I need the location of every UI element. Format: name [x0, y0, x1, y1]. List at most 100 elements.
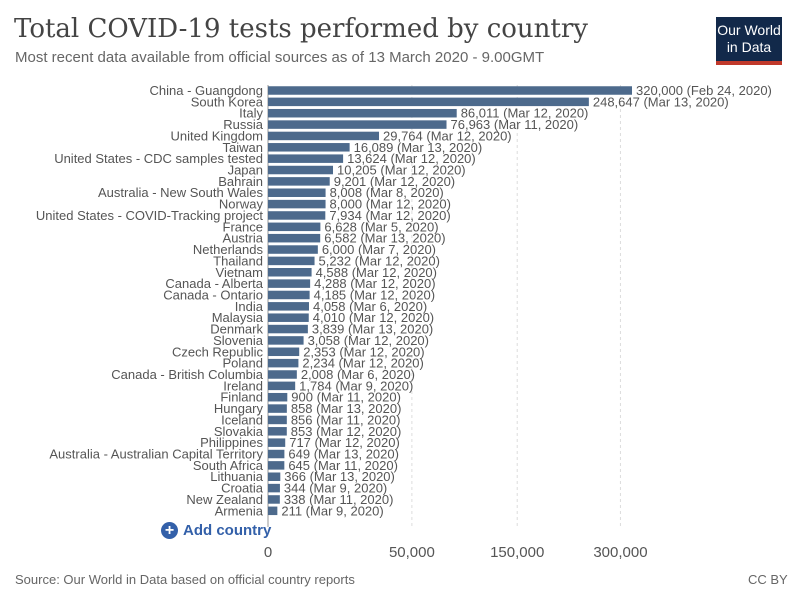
value-label: 211 (Mar 9, 2020) — [281, 503, 383, 518]
category-label: South Africa — [193, 458, 264, 473]
category-label: Philippines — [200, 435, 263, 450]
license-link[interactable]: CC BY — [748, 572, 788, 587]
bar — [268, 290, 310, 300]
bar — [268, 336, 304, 345]
category-label: Russia — [223, 117, 264, 132]
value-label: 248,647 (Mar 13, 2020) — [593, 94, 729, 109]
category-label: Australia - Australian Capital Territory — [49, 447, 263, 462]
bar — [268, 449, 285, 459]
value-label: 86,011 (Mar 12, 2020) — [461, 106, 589, 121]
bar — [268, 506, 278, 516]
bar — [268, 427, 287, 436]
bar — [268, 143, 350, 152]
value-label: 320,000 (Feb 24, 2020) — [636, 83, 772, 98]
category-label: Croatia — [221, 481, 264, 496]
value-label: 4,185 (Mar 12, 2020) — [314, 287, 435, 302]
value-label: 2,008 (Mar 6, 2020) — [301, 367, 415, 382]
value-label: 858 (Mar 13, 2020) — [291, 401, 402, 416]
value-label: 7,934 (Mar 12, 2020) — [329, 208, 450, 223]
bar — [268, 86, 632, 95]
bar — [268, 222, 321, 232]
category-label: Canada - Alberta — [165, 276, 263, 291]
category-label: United Kingdom — [171, 128, 264, 143]
category-label: Norway — [219, 197, 264, 212]
category-label: Bahrain — [218, 174, 263, 189]
bar — [268, 211, 326, 220]
category-label: Iceland — [221, 412, 263, 427]
bar — [268, 404, 287, 413]
owid-logo[interactable]: Our World in Data — [716, 17, 782, 65]
value-label: 9,201 (Mar 12, 2020) — [334, 174, 455, 189]
chart-title: Total COVID-19 tests performed by countr… — [14, 14, 588, 44]
value-label: 8,000 (Mar 12, 2020) — [330, 197, 451, 212]
bar — [268, 120, 447, 129]
bar — [268, 302, 309, 311]
category-label: Slovakia — [214, 424, 264, 439]
bar — [268, 415, 287, 425]
value-label: 5,232 (Mar 12, 2020) — [319, 253, 440, 268]
category-label: France — [223, 219, 263, 234]
value-label: 4,058 (Mar 6, 2020) — [313, 299, 427, 314]
bar — [268, 188, 326, 197]
category-label: Canada - Ontario — [163, 287, 263, 302]
chart-subtitle: Most recent data available from official… — [15, 49, 545, 66]
value-label: 6,628 (Mar 5, 2020) — [324, 219, 438, 234]
x-tick-label: 150,000 — [490, 544, 544, 561]
bar — [268, 233, 321, 243]
category-label: Malaysia — [212, 310, 264, 325]
value-label: 13,624 (Mar 12, 2020) — [347, 151, 476, 166]
add-country-button[interactable]: + Add country — [161, 522, 271, 539]
bar — [268, 370, 297, 379]
category-label: Lithuania — [210, 469, 264, 484]
value-label: 3,058 (Mar 12, 2020) — [308, 333, 429, 348]
bar — [268, 154, 344, 163]
bar — [268, 483, 280, 493]
bar — [268, 358, 299, 368]
category-label: Finland — [220, 390, 263, 405]
category-label: Ireland — [223, 378, 263, 393]
bar — [268, 177, 330, 186]
bar — [268, 495, 280, 504]
category-label: India — [235, 299, 264, 314]
value-label: 8,008 (Mar 8, 2020) — [330, 185, 444, 200]
value-label: 338 (Mar 11, 2020) — [284, 492, 394, 507]
value-label: 856 (Mar 11, 2020) — [291, 412, 401, 427]
category-label: Denmark — [210, 322, 263, 337]
category-label: South Korea — [191, 94, 264, 109]
category-label: Canada - British Columbia — [111, 367, 264, 382]
bar — [268, 256, 315, 266]
value-label: 4,588 (Mar 12, 2020) — [316, 265, 437, 280]
value-label: 2,353 (Mar 12, 2020) — [303, 344, 424, 359]
bar — [268, 381, 296, 391]
bar — [268, 165, 334, 175]
logo-line-2: in Data — [726, 39, 772, 55]
value-label: 3,839 (Mar 13, 2020) — [312, 322, 433, 337]
value-label: 900 (Mar 11, 2020) — [291, 390, 401, 405]
bar — [268, 268, 312, 277]
x-tick-label: 0 — [264, 544, 272, 561]
value-label: 853 (Mar 12, 2020) — [291, 424, 402, 439]
value-label: 10,205 (Mar 12, 2020) — [337, 163, 466, 178]
value-label: 2,234 (Mar 12, 2020) — [302, 356, 423, 371]
value-label: 1,784 (Mar 9, 2020) — [299, 378, 413, 393]
value-label: 4,288 (Mar 12, 2020) — [314, 276, 435, 291]
value-label: 6,000 (Mar 7, 2020) — [322, 242, 436, 257]
category-label: Vietnam — [216, 265, 263, 280]
bar — [268, 347, 300, 357]
category-label: Austria — [223, 231, 264, 246]
bar — [268, 324, 308, 334]
category-label: United States - COVID-Tracking project — [36, 208, 263, 223]
category-label: China - Guangdong — [150, 83, 263, 98]
category-label: New Zealand — [186, 492, 263, 507]
value-label: 6,582 (Mar 13, 2020) — [324, 231, 445, 246]
bar — [268, 392, 288, 402]
category-label: Netherlands — [193, 242, 264, 257]
bar — [268, 313, 309, 322]
category-label: Australia - New South Wales — [98, 185, 263, 200]
value-label: 366 (Mar 13, 2020) — [284, 469, 395, 484]
category-label: Japan — [228, 163, 263, 178]
bar — [268, 245, 318, 254]
bar — [268, 108, 457, 118]
bar — [268, 199, 326, 209]
